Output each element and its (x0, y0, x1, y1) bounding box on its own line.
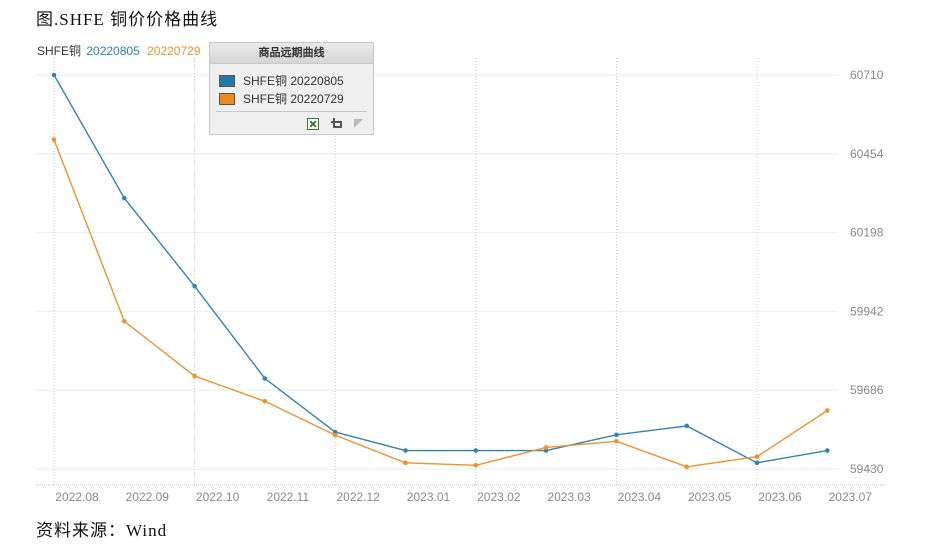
series-2-point-6 (473, 463, 479, 468)
x-tick-label-2: 2022.10 (196, 490, 240, 504)
top-legend-item-2[interactable]: 20220729 (147, 44, 201, 58)
x-tick-label-6: 2023.02 (477, 490, 521, 504)
x-tick-label-11: 2023.07 (829, 490, 873, 504)
x-tick-label-5: 2023.01 (407, 490, 451, 504)
legend-panel-label-1: SHFE铜 20220805 (243, 74, 344, 88)
series-2-point-8 (614, 438, 619, 444)
series-2-point-1 (122, 318, 127, 324)
series-1-point-5 (403, 448, 408, 453)
chart-axes: 59430 59686 59942 60198 60454 60710 2022.08 202… (36, 68, 886, 504)
x-tick-label-3: 2022.11 (267, 490, 310, 504)
series-2-point-7 (543, 445, 549, 450)
series-2-point-10 (754, 454, 760, 459)
y-tick-label-3: 60198 (850, 226, 884, 240)
y-tick-label-4: 60454 (850, 147, 884, 161)
series-line-1 (53, 74, 828, 464)
chart-series (51, 72, 830, 470)
cursor-icon[interactable] (353, 118, 365, 130)
series-1-point-2 (192, 283, 197, 289)
legend-panel-label-2: SHFE铜 20220729 (243, 92, 344, 106)
x-tick-label-1: 2022.09 (126, 490, 170, 504)
y-tick-label-0: 59430 (850, 462, 884, 476)
legend-panel-title: 商品远期曲线 (210, 43, 373, 64)
legend-swatch-2 (219, 93, 235, 105)
x-tick-label-7: 2023.03 (547, 490, 591, 504)
figure-title: 图.SHFE 铜价价格曲线 (36, 10, 219, 29)
series-2-point-9 (684, 464, 689, 470)
series-1-point-11 (825, 448, 830, 453)
series-1-point-1 (122, 195, 127, 201)
top-legend-prefix: SHFE铜 (37, 44, 82, 58)
series-1-point-3 (262, 376, 268, 381)
top-legend: SHFE铜 20220805 20220729 (37, 42, 204, 59)
x-tick-label-0: 2022.08 (55, 490, 99, 504)
series-1-point-10 (754, 460, 760, 466)
legend-swatch-1 (219, 75, 235, 87)
series-1-point-6 (473, 448, 479, 453)
series-2-point-0 (51, 137, 57, 142)
y-tick-label-1: 59686 (850, 383, 884, 397)
series-1-point-0 (51, 72, 57, 78)
series-2-point-11 (825, 408, 830, 413)
chart-grid (36, 58, 838, 485)
x-tick-label-9: 2023.05 (688, 490, 732, 504)
x-tick-label-8: 2023.04 (618, 490, 662, 504)
legend-panel-divider (216, 111, 367, 112)
y-tick-label-2: 59942 (850, 304, 884, 318)
legend-panel-item-2[interactable]: SHFE铜 20220729 (219, 91, 344, 107)
legend-panel[interactable]: 商品远期曲线 SHFE铜 20220805 SHFE铜 20220729 (209, 42, 374, 135)
top-legend-item-1[interactable]: 20220805 (86, 44, 140, 58)
y-tick-label-5: 60710 (850, 68, 884, 82)
x-tick-label-4: 2022.12 (337, 490, 381, 504)
x-tick-label-10: 2023.06 (758, 490, 802, 504)
series-2-point-4 (332, 432, 338, 438)
series-1-point-9 (684, 423, 689, 429)
series-1-point-8 (614, 432, 619, 438)
series-2-point-5 (403, 460, 408, 466)
figure-source: 资料来源：Wind (36, 521, 168, 540)
series-line-2 (53, 139, 828, 468)
series-2-point-3 (262, 398, 268, 404)
legend-panel-item-1[interactable]: SHFE铜 20220805 (219, 73, 344, 89)
series-2-point-2 (192, 373, 197, 379)
crop-icon[interactable] (331, 118, 343, 130)
excel-export-icon[interactable] (307, 118, 319, 130)
